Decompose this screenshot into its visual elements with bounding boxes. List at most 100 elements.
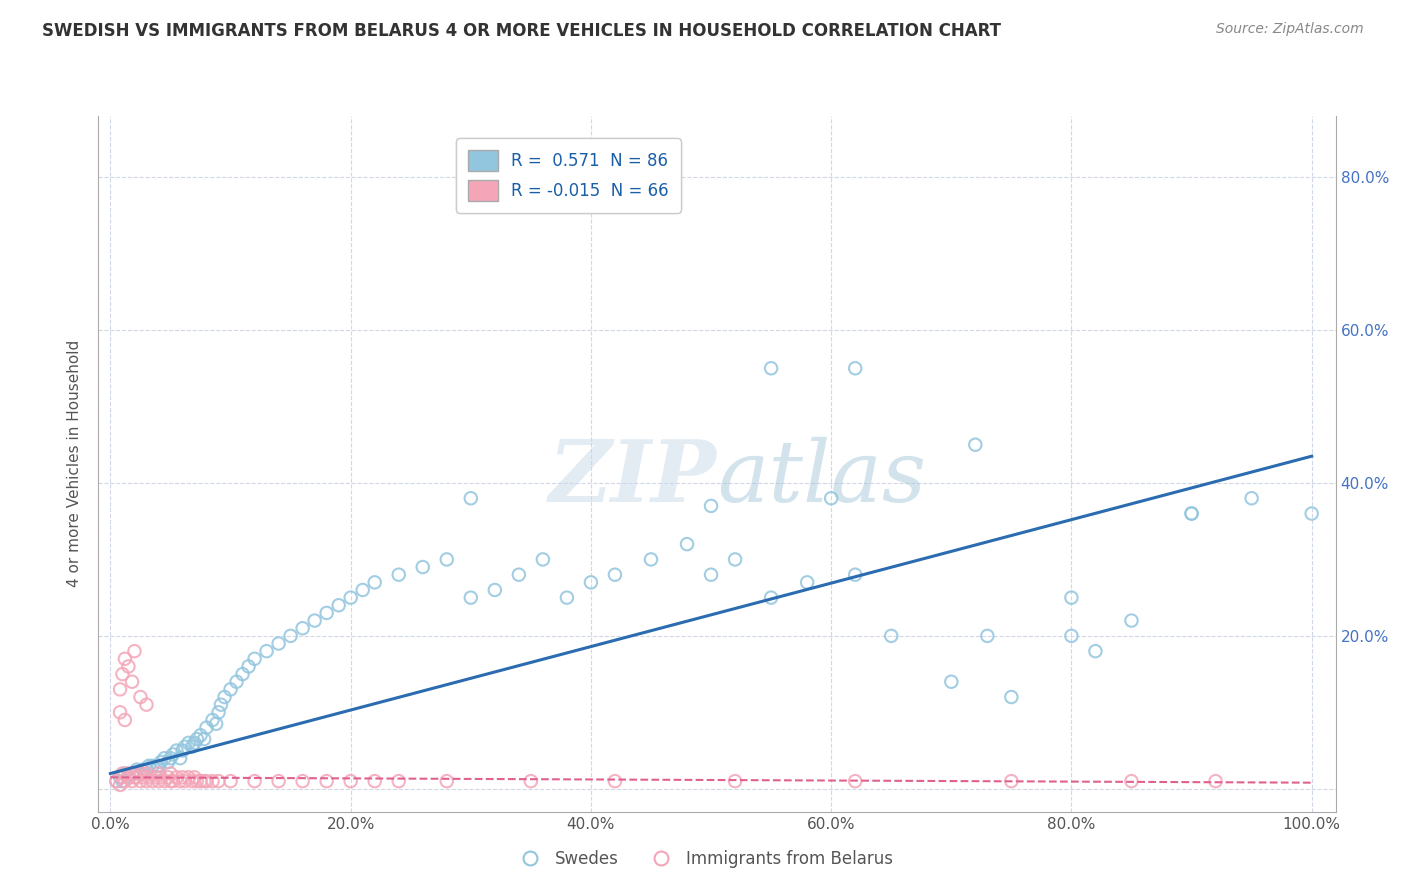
- Point: [315, 606, 337, 620]
- Point: [193, 732, 215, 747]
- Point: [1084, 644, 1107, 658]
- Point: [700, 567, 723, 582]
- Point: [225, 674, 247, 689]
- Point: [145, 763, 167, 777]
- Point: [267, 774, 290, 789]
- Point: [172, 743, 194, 757]
- Point: [315, 774, 337, 789]
- Point: [135, 774, 157, 789]
- Point: [159, 774, 181, 789]
- Point: [132, 770, 155, 784]
- Point: [1301, 507, 1323, 521]
- Point: [108, 778, 131, 792]
- Point: [129, 766, 152, 780]
- Point: [201, 713, 224, 727]
- Point: [111, 770, 134, 784]
- Point: [124, 766, 146, 780]
- Point: [183, 736, 205, 750]
- Point: [166, 743, 188, 757]
- Point: [844, 361, 866, 376]
- Point: [193, 774, 215, 789]
- Point: [153, 774, 176, 789]
- Point: [124, 644, 146, 658]
- Point: [114, 713, 136, 727]
- Point: [162, 774, 184, 789]
- Point: [195, 721, 218, 735]
- Point: [108, 682, 131, 697]
- Point: [108, 770, 131, 784]
- Point: [844, 774, 866, 789]
- Point: [186, 732, 208, 747]
- Point: [555, 591, 578, 605]
- Point: [157, 770, 180, 784]
- Point: [159, 751, 181, 765]
- Point: [232, 667, 254, 681]
- Point: [364, 575, 387, 590]
- Point: [117, 770, 139, 784]
- Point: [603, 567, 626, 582]
- Point: [148, 759, 170, 773]
- Point: [177, 736, 200, 750]
- Point: [304, 614, 326, 628]
- Point: [1180, 507, 1202, 521]
- Point: [219, 682, 242, 697]
- Point: [388, 567, 411, 582]
- Point: [328, 599, 350, 613]
- Point: [207, 774, 229, 789]
- Point: [148, 766, 170, 780]
- Point: [352, 582, 374, 597]
- Point: [214, 690, 236, 704]
- Point: [169, 774, 191, 789]
- Point: [339, 774, 361, 789]
- Point: [121, 674, 143, 689]
- Point: [172, 770, 194, 784]
- Point: [117, 770, 139, 784]
- Point: [159, 766, 181, 780]
- Point: [520, 774, 543, 789]
- Point: [205, 716, 228, 731]
- Point: [157, 755, 180, 769]
- Point: [166, 770, 188, 784]
- Point: [117, 659, 139, 673]
- Point: [759, 591, 782, 605]
- Point: [125, 770, 148, 784]
- Point: [111, 766, 134, 780]
- Point: [1205, 774, 1227, 789]
- Point: [177, 770, 200, 784]
- Point: [186, 774, 208, 789]
- Point: [108, 706, 131, 720]
- Point: [267, 636, 290, 650]
- Text: atlas: atlas: [717, 436, 927, 519]
- Point: [141, 759, 163, 773]
- Point: [132, 763, 155, 777]
- Point: [243, 652, 266, 666]
- Point: [280, 629, 302, 643]
- Point: [141, 774, 163, 789]
- Point: [238, 659, 260, 673]
- Point: [1000, 690, 1022, 704]
- Point: [1240, 491, 1263, 506]
- Point: [207, 706, 229, 720]
- Point: [201, 774, 224, 789]
- Point: [412, 560, 434, 574]
- Point: [1000, 774, 1022, 789]
- Point: [135, 766, 157, 780]
- Point: [117, 766, 139, 780]
- Point: [820, 491, 842, 506]
- Point: [149, 770, 172, 784]
- Point: [339, 591, 361, 605]
- Point: [124, 770, 146, 784]
- Point: [149, 755, 172, 769]
- Point: [759, 361, 782, 376]
- Point: [138, 759, 160, 773]
- Point: [148, 774, 170, 789]
- Point: [190, 774, 212, 789]
- Point: [169, 751, 191, 765]
- Point: [1121, 614, 1143, 628]
- Point: [114, 766, 136, 780]
- Point: [579, 575, 602, 590]
- Point: [190, 728, 212, 742]
- Point: [880, 629, 903, 643]
- Point: [219, 774, 242, 789]
- Point: [195, 774, 218, 789]
